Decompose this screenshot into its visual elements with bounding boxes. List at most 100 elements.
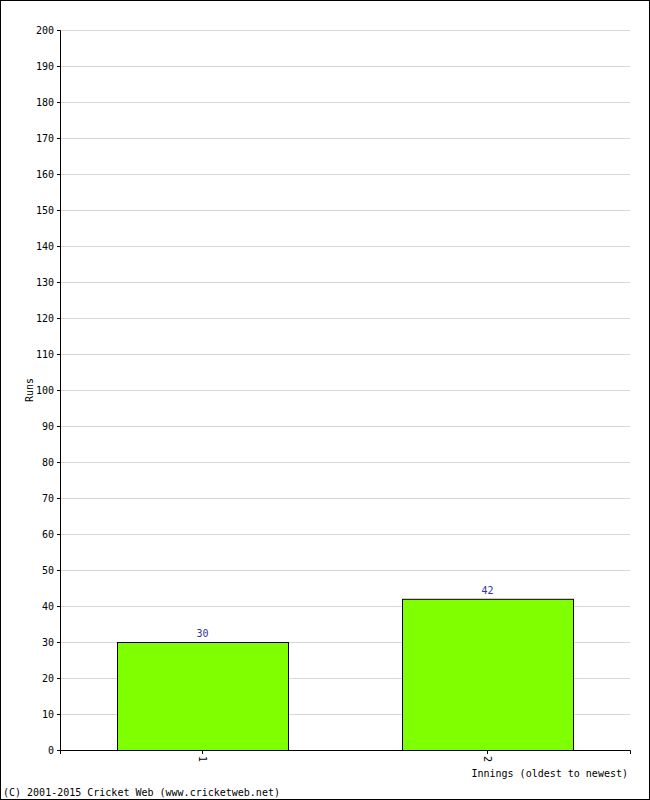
y-tick: 150 — [36, 205, 60, 216]
y-tick: 170 — [36, 133, 60, 144]
x-tick-label: 1 — [197, 756, 208, 762]
y-tick-mark — [57, 210, 60, 211]
y-tick-label: 160 — [36, 169, 54, 180]
bar — [118, 643, 289, 751]
chart: 0102030405060708090100110120130140150160… — [0, 0, 650, 800]
y-tick-mark — [57, 462, 60, 463]
y-axis-title: Runs — [24, 378, 35, 402]
y-tick-mark — [57, 642, 60, 643]
y-tick: 190 — [36, 61, 60, 72]
y-tick-mark — [57, 354, 60, 355]
y-tick: 0 — [48, 745, 60, 756]
x-tick-label: 2 — [482, 756, 493, 762]
y-tick-mark — [57, 102, 60, 103]
y-tick-label: 30 — [42, 637, 54, 648]
x-tick: 2 — [482, 750, 493, 762]
y-tick: 40 — [42, 601, 60, 612]
y-tick-mark — [57, 534, 60, 535]
y-tick-mark — [57, 714, 60, 715]
y-tick-mark — [57, 282, 60, 283]
y-axis: 0 10 20 30 40 50 60 70 80 90 100 110 120 130 140 150 160… — [36, 25, 61, 756]
y-tick: 50 — [42, 565, 60, 576]
y-tick-label: 100 — [36, 385, 54, 396]
grid-line — [60, 174, 630, 175]
y-tick-mark — [57, 318, 60, 319]
y-tick-label: 180 — [36, 97, 54, 108]
y-tick: 180 — [36, 97, 60, 108]
grid-line — [60, 66, 630, 67]
y-tick-mark — [57, 138, 60, 139]
y-tick-label: 190 — [36, 61, 54, 72]
x-axis: 12 — [61, 750, 631, 762]
y-tick-label: 120 — [36, 313, 54, 324]
grid-line — [60, 390, 630, 391]
y-tick-label: 90 — [42, 421, 54, 432]
y-tick: 130 — [36, 277, 60, 288]
y-tick: 90 — [42, 421, 60, 432]
x-tick-mark — [202, 750, 203, 754]
grid-line — [60, 30, 630, 31]
y-tick-label: 200 — [36, 25, 54, 36]
grid-line — [60, 282, 630, 283]
y-tick-mark — [57, 426, 60, 427]
plot: 0102030405060708090100110120130140150160… — [36, 25, 631, 762]
x-tick-mark — [487, 750, 488, 754]
y-tick-mark — [57, 678, 60, 679]
grid-line — [60, 354, 630, 355]
y-tick-mark — [57, 66, 60, 67]
y-tick: 120 — [36, 313, 60, 324]
grid — [60, 31, 630, 751]
x-axis-title: Innings (oldest to newest) — [471, 768, 628, 779]
y-tick-mark — [57, 570, 60, 571]
grid-line — [60, 462, 630, 463]
x-axis-line — [61, 751, 631, 755]
data-labels: 30 42 — [196, 585, 493, 639]
frame — [1, 1, 650, 800]
y-tick-label: 20 — [42, 673, 54, 684]
y-tick-label: 140 — [36, 241, 54, 252]
grid-line — [60, 426, 630, 427]
grid-line — [60, 246, 630, 247]
y-tick: 160 — [36, 169, 60, 180]
y-tick: 10 — [42, 709, 60, 720]
y-tick-label: 110 — [36, 349, 54, 360]
y-tick-label: 150 — [36, 205, 54, 216]
y-axis-line — [57, 31, 61, 751]
y-tick-label: 50 — [42, 565, 54, 576]
grid-line — [60, 138, 630, 139]
grid-line — [60, 570, 630, 571]
y-tick-mark — [57, 30, 60, 31]
y-tick-label: 170 — [36, 133, 54, 144]
y-tick-label: 130 — [36, 277, 54, 288]
y-tick-mark — [57, 498, 60, 499]
y-tick-label: 40 — [42, 601, 54, 612]
y-tick: 20 — [42, 673, 60, 684]
y-tick-mark — [57, 390, 60, 391]
y-tick: 200 — [36, 25, 60, 36]
grid-line — [60, 318, 630, 319]
y-tick: 80 — [42, 457, 60, 468]
footer: (C) 2001-2015 Cricket Web (www.cricketwe… — [3, 787, 280, 798]
grid-line — [60, 102, 630, 103]
y-tick-mark — [57, 750, 60, 751]
grid-line — [60, 534, 630, 535]
y-tick-mark — [57, 606, 60, 607]
grid-line — [60, 498, 630, 499]
y-tick-label: 80 — [42, 457, 54, 468]
y-tick-label: 70 — [42, 493, 54, 504]
y-tick-mark — [57, 246, 60, 247]
data-label: 30 — [196, 628, 208, 639]
y-tick: 60 — [42, 529, 60, 540]
y-tick: 70 — [42, 493, 60, 504]
grid-line — [60, 210, 630, 211]
bar — [403, 599, 574, 750]
y-tick-label: 60 — [42, 529, 54, 540]
y-tick: 110 — [36, 349, 60, 360]
data-label: 42 — [481, 585, 493, 596]
y-tick-mark — [57, 174, 60, 175]
y-tick: 140 — [36, 241, 60, 252]
y-tick: 30 — [42, 637, 60, 648]
y-tick: 100 — [36, 385, 60, 396]
bars — [118, 599, 574, 750]
y-tick-label: 10 — [42, 709, 54, 720]
